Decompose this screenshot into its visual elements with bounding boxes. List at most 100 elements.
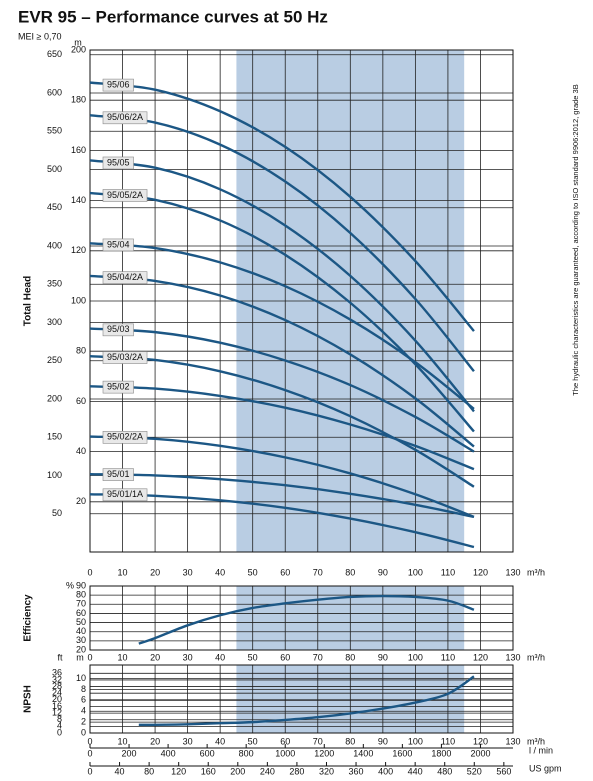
y2-tick-label: 8 [57, 714, 62, 724]
tick-label: 0 [87, 766, 92, 776]
y2-tick-label: 28 [52, 681, 62, 691]
series-label: 95/01/1A [107, 489, 143, 499]
tick-label: 480 [437, 766, 452, 776]
tick-label: 600 [200, 748, 215, 758]
x-tick-label: 20 [150, 736, 160, 746]
series-label: 95/03 [107, 324, 130, 334]
x-tick-label: 100 [408, 652, 423, 662]
subtitle: MEI ≥ 0,70 [18, 31, 61, 41]
x-tick-label: 30 [183, 736, 193, 746]
x-tick-label: 110 [441, 567, 455, 577]
y2-tick-label: 12 [52, 707, 62, 717]
y-axis-label: Efficiency [23, 594, 34, 642]
y-tick-label: 8 [81, 684, 86, 694]
side-note: The hydraulic characteristics are guaran… [571, 84, 580, 395]
curve [89, 385, 475, 471]
y2-tick-label: 300 [47, 317, 62, 327]
x-tick-label: 80 [345, 652, 355, 662]
y2-tick-label: 36 [52, 668, 62, 678]
curve [89, 159, 475, 413]
x-tick-label: 0 [87, 652, 92, 662]
y-tick-label: 50 [76, 617, 86, 627]
y2-tick-label: 200 [47, 393, 62, 403]
series-label-box [102, 189, 148, 202]
tick-label: 1400 [353, 748, 373, 758]
x-tick-label: 0 [87, 736, 92, 746]
tick-label: 80 [144, 766, 154, 776]
y2-tick-label: 250 [47, 355, 62, 365]
x-tick-label: 130 [505, 652, 520, 662]
x-tick-label: 100 [408, 567, 423, 577]
tick-label: 280 [289, 766, 304, 776]
series-label-box [102, 351, 148, 364]
series-label: 95/04/2A [107, 272, 143, 282]
y-tick-label: 2 [81, 716, 86, 726]
x-unit: m³/h [527, 652, 545, 662]
y-tick-label: 120 [71, 245, 86, 255]
x-tick-label: 130 [505, 736, 520, 746]
plot-frame [89, 49, 514, 553]
series-label-box [102, 468, 134, 481]
y2-tick-label: 24 [52, 688, 62, 698]
y2-tick-label: 400 [47, 240, 62, 250]
x-tick-label: 80 [345, 567, 355, 577]
x-tick-label: 120 [473, 736, 488, 746]
series-label: 95/05/2A [107, 190, 143, 200]
y2-unit: ft [57, 652, 63, 662]
x-tick-label: 50 [248, 652, 258, 662]
series-label: 95/04 [107, 239, 130, 249]
x-tick-label: 70 [313, 652, 323, 662]
y-tick-label: 40 [76, 626, 86, 636]
y-tick-label: 60 [76, 608, 86, 618]
y2-tick-label: 100 [47, 470, 62, 480]
series-label: 95/02 [107, 382, 130, 392]
y-tick-label: 100 [71, 295, 86, 305]
y2-tick-label: 650 [47, 49, 62, 59]
x-tick-label: 110 [441, 652, 455, 662]
y-unit: m [76, 652, 84, 662]
curve [89, 493, 475, 549]
y-tick-label: 200 [71, 44, 86, 54]
tick-label: 1200 [314, 748, 334, 758]
y-axis-label: NPSH [23, 685, 34, 713]
curve [138, 594, 475, 645]
y-tick-label: 60 [76, 396, 86, 406]
series-label: 95/06 [107, 79, 130, 89]
y2-tick-label: 4 [57, 721, 62, 731]
curve [138, 675, 475, 727]
tick-label: 2000 [470, 748, 490, 758]
x-tick-label: 80 [345, 736, 355, 746]
series-label-box [102, 111, 148, 125]
title: EVR 95 – Performance curves at 50 Hz [18, 7, 328, 26]
plot-frame [89, 585, 514, 651]
y-tick-label: 40 [76, 446, 86, 456]
y-tick-label: 0 [81, 727, 86, 737]
y-tick-label: 140 [71, 195, 86, 205]
series-label-box [102, 78, 134, 92]
series-label-box [102, 488, 148, 502]
y-unit: m [74, 37, 82, 47]
x-tick-label: 10 [118, 567, 128, 577]
y-tick-label: 80 [76, 346, 86, 356]
x-tick-label: 30 [183, 652, 193, 662]
y-tick-label: 180 [71, 95, 86, 105]
x-tick-label: 120 [473, 652, 488, 662]
tick-label: 1000 [275, 748, 295, 758]
x-tick-label: 90 [378, 736, 388, 746]
tick-label: 1800 [431, 748, 451, 758]
curve [89, 191, 475, 433]
x-tick-label: 40 [215, 652, 225, 662]
tick-label: 0 [87, 748, 92, 758]
x-tick-label: 60 [280, 736, 290, 746]
curve [89, 472, 475, 519]
curve [89, 114, 475, 373]
x-unit: m³/h [527, 567, 545, 577]
x-tick-label: 40 [215, 567, 225, 577]
series-label: 95/02/2A [107, 432, 143, 442]
tick-label: 520 [467, 766, 482, 776]
x-tick-label: 70 [313, 736, 323, 746]
y-tick-label: 4 [81, 706, 86, 716]
y2-tick-label: 500 [47, 164, 62, 174]
curve [89, 355, 475, 488]
